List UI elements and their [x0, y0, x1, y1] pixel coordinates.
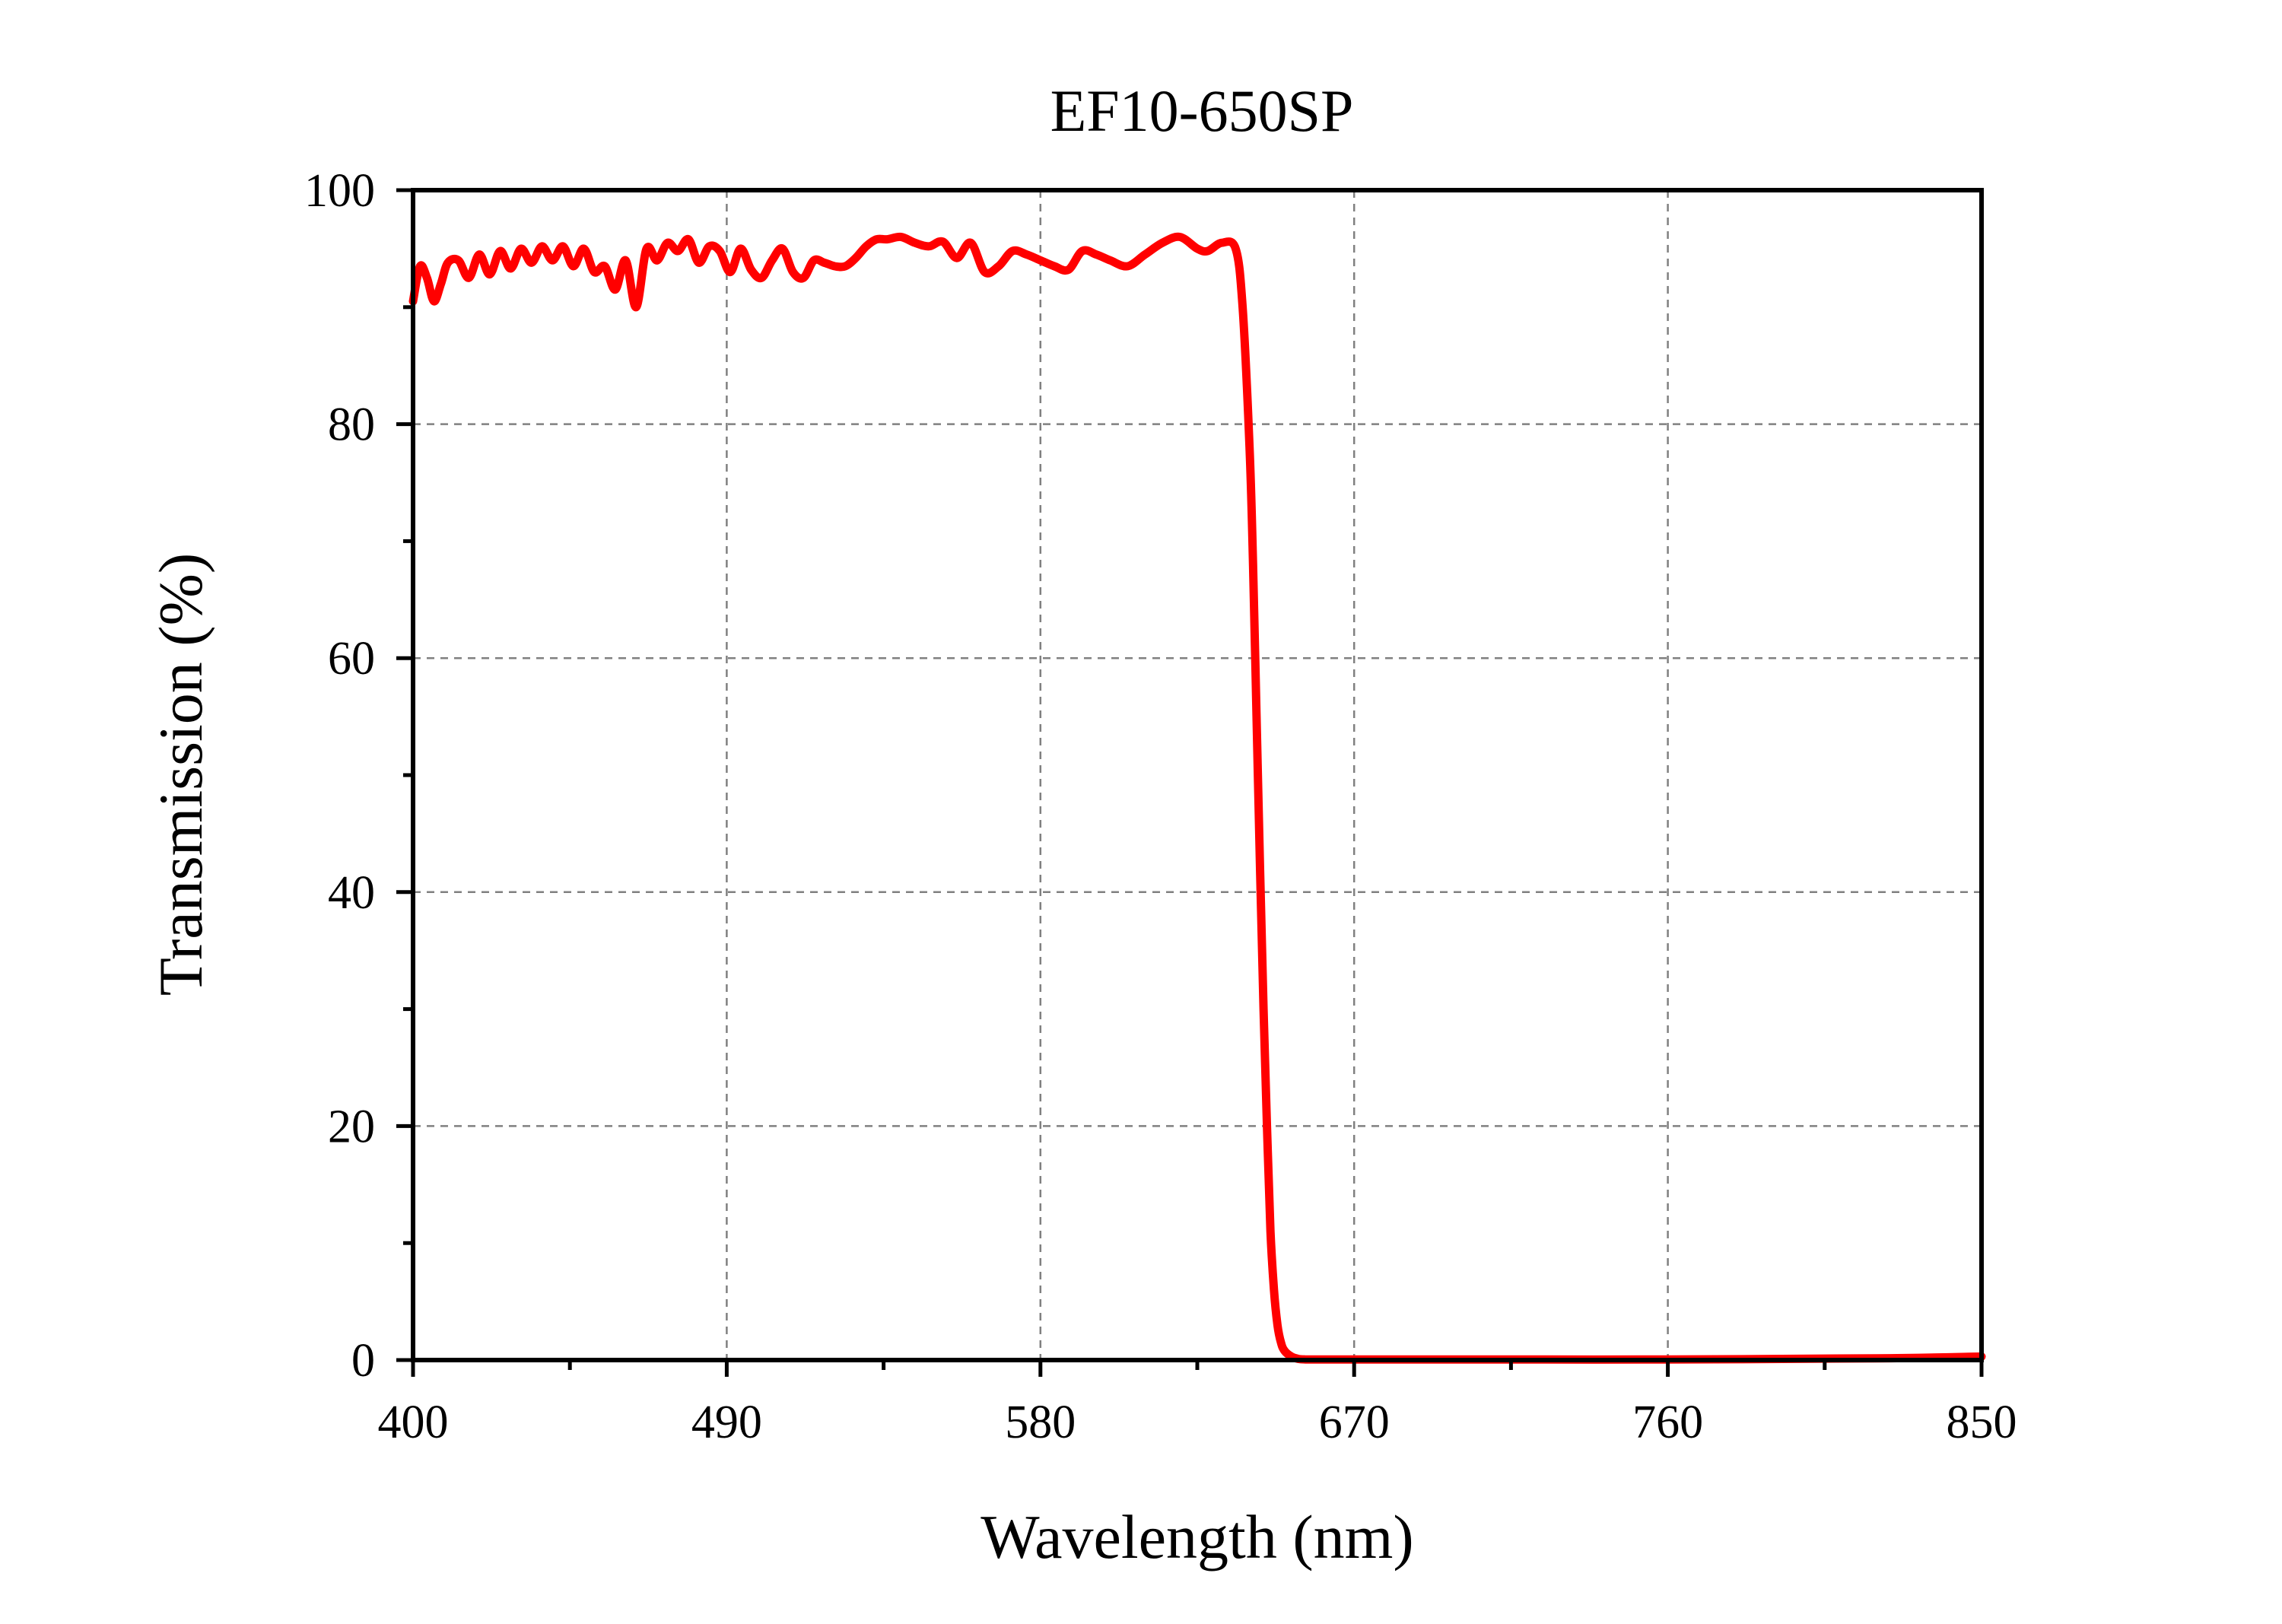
y-tick-label: 40 [328, 867, 375, 919]
y-tick-label: 100 [304, 165, 375, 217]
y-tick-labels: 0 20 40 60 80 100 [304, 165, 375, 1387]
y-tick-label: 20 [328, 1101, 375, 1152]
x-tick-label: 760 [1632, 1397, 1703, 1448]
x-axis-label: Wavelength (nm) [980, 1502, 1413, 1572]
y-axis-label: Transmission (%) [146, 553, 215, 996]
x-tick-label: 400 [378, 1397, 449, 1448]
y-tick-label: 80 [328, 399, 375, 451]
x-tick-label: 490 [691, 1397, 762, 1448]
chart-title: EF10-650SP [1050, 78, 1354, 144]
axis-ticks [396, 188, 1984, 1377]
x-tick-label: 850 [1947, 1397, 2017, 1448]
y-tick-label: 60 [328, 633, 375, 685]
x-tick-label: 580 [1005, 1397, 1076, 1448]
x-tick-labels: 400 490 580 670 760 850 [378, 1397, 2017, 1448]
plot-frame [411, 188, 1984, 1362]
plot-area [408, 232, 1986, 1364]
grid-lines [413, 190, 1982, 1360]
y-tick-label: 0 [351, 1335, 375, 1387]
transmission-curve [408, 232, 1986, 1364]
x-tick-label: 670 [1319, 1397, 1390, 1448]
